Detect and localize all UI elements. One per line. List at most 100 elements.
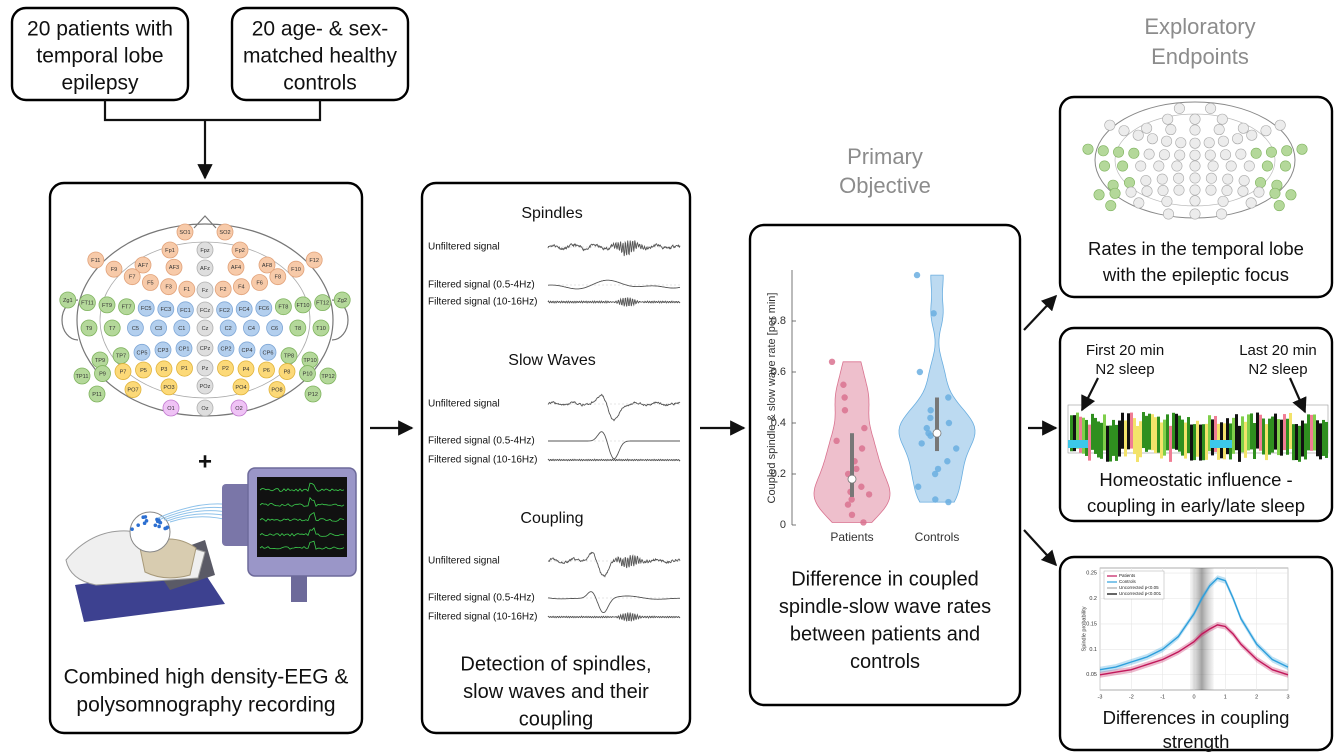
data-point (945, 394, 951, 400)
electrode-label: CPz (200, 346, 211, 352)
annotation: N2 sleep (1095, 361, 1154, 378)
x-tick-label: 0 (1192, 694, 1195, 700)
arrow (1024, 296, 1056, 330)
small-electrode (1238, 123, 1248, 133)
small-electrode (1094, 190, 1104, 200)
hypnogram-stage (1259, 415, 1262, 451)
small-electrode (1216, 209, 1226, 219)
diagram: 20 patients withtemporal lobeepilepsy20 … (0, 0, 1336, 754)
hypnogram-stage (1253, 423, 1256, 459)
caption: with the epileptic focus (1102, 264, 1289, 285)
small-electrode (1098, 146, 1108, 156)
hypnogram-stage (1097, 421, 1100, 457)
iqr-bar (850, 433, 854, 497)
electrode-label: Zg1 (63, 298, 73, 304)
electrode-label: CP4 (242, 348, 253, 354)
data-point (946, 420, 952, 426)
small-electrode (1157, 174, 1167, 184)
small-electrode (1239, 175, 1249, 185)
hypnogram-stage (1313, 415, 1316, 451)
electrode-label: PO4 (235, 385, 246, 391)
electrode-label: C1 (178, 326, 185, 332)
small-electrode (1099, 161, 1109, 171)
electrode-label: FT10 (296, 303, 309, 309)
small-electrode (1255, 177, 1265, 187)
small-electrode (1274, 200, 1284, 210)
small-electrode (1176, 138, 1186, 148)
y-tick-label: 0.15 (1086, 621, 1097, 627)
caption: slow waves and their (463, 681, 649, 703)
median (848, 475, 856, 483)
electrode-label: C4 (248, 326, 255, 332)
signal-label: Unfiltered signal (428, 399, 500, 410)
small-electrode (1204, 138, 1214, 148)
cap-electrode (130, 527, 134, 531)
electrode-label: P4 (243, 367, 250, 373)
hypnogram-stage (1091, 414, 1094, 450)
hypnogram-stage (1157, 417, 1160, 453)
caption: between patients and (790, 623, 980, 645)
group-text: 20 age- & sex- (252, 18, 389, 41)
electrode-label: FT7 (122, 305, 132, 311)
electrode-label: F12 (309, 258, 319, 264)
electrode-label: PO3 (163, 385, 174, 391)
signal-label: Filtered signal (10-16Hz) (428, 297, 538, 308)
electrode-label: P11 (92, 392, 102, 398)
small-electrode (1190, 125, 1200, 135)
electrode-label: AF7 (138, 263, 148, 269)
small-electrode (1190, 196, 1200, 206)
electrode-label: F3 (165, 285, 172, 291)
x-tick-label: Controls (915, 530, 960, 544)
electrode-label: PO7 (127, 388, 138, 394)
hypnogram-stage (1178, 416, 1181, 452)
hypnogram-stage (1244, 422, 1247, 458)
electrode-label: TP10 (303, 358, 316, 364)
electrode-label: CP2 (221, 346, 232, 352)
hypnogram-stage (1121, 413, 1124, 449)
small-electrode (1282, 146, 1292, 156)
small-electrode (1206, 185, 1216, 195)
electrode-label: Fp1 (165, 248, 175, 254)
data-point (858, 484, 864, 490)
hypnogram-stage (1088, 425, 1091, 461)
hypnogram-stage (1211, 419, 1214, 455)
small-electrode (1254, 187, 1264, 197)
small-electrode (1142, 186, 1152, 196)
small-electrode (1133, 130, 1143, 140)
caption: controls (850, 651, 920, 673)
group-text: 20 patients with (27, 18, 173, 41)
caption: strength (1163, 731, 1230, 752)
small-electrode (1232, 134, 1242, 144)
hypnogram-stage (1130, 413, 1133, 449)
group-text: temporal lobe (36, 45, 163, 68)
electrode-label: F6 (256, 280, 263, 286)
data-point (840, 382, 846, 388)
small-electrode (1261, 126, 1271, 136)
hypnogram-wake (1210, 440, 1232, 448)
electrode-label: FC1 (180, 308, 191, 314)
electrode-label: CP6 (263, 350, 274, 356)
caption: Difference in coupled (791, 568, 979, 590)
heading: Objective (839, 173, 931, 198)
signal-label: Unfiltered signal (428, 242, 500, 253)
hypnogram-stage (1163, 420, 1166, 456)
electrode-label: Fz (202, 288, 208, 294)
electrode-label: AF3 (169, 265, 179, 271)
small-electrode (1275, 120, 1285, 130)
data-point (953, 445, 959, 451)
heading: Primary (847, 144, 923, 169)
connector (105, 100, 320, 120)
small-electrode (1154, 161, 1164, 171)
hypnogram-stage (1304, 423, 1307, 459)
electrode-label: FC3 (161, 307, 172, 313)
small-electrode (1162, 196, 1172, 206)
electrode-label: F2 (220, 287, 227, 293)
small-electrode (1174, 103, 1184, 113)
electrode-label: F11 (91, 258, 100, 264)
electrode-label: F5 (147, 280, 154, 286)
hypnogram-stage (1181, 420, 1184, 456)
caption: coupling in early/late sleep (1087, 495, 1305, 516)
small-electrode (1134, 198, 1144, 208)
data-point (861, 425, 867, 431)
hypnogram-stage (1124, 420, 1127, 456)
